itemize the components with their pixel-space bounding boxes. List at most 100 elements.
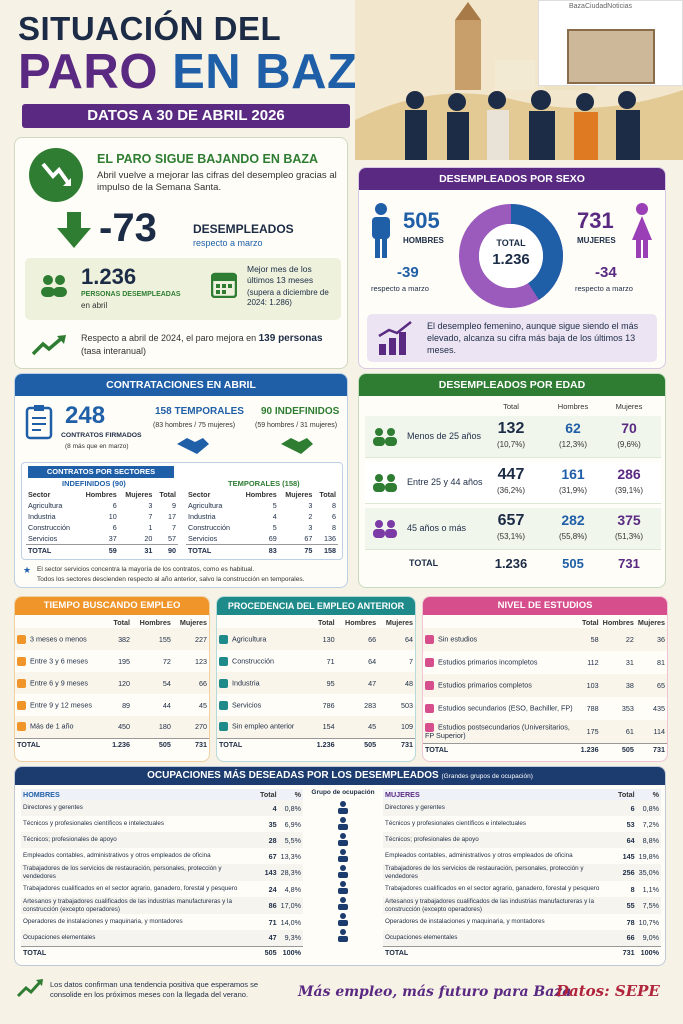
tiempo-total-row-cell: 505 [132, 737, 173, 750]
estudios-row-cell: 36 [657, 635, 665, 644]
estudios-header-row-cell: Mujeres [637, 618, 665, 627]
occupations-title: OCUPACIONES MÁS DESEADAS POR LOS DESEMPL… [147, 770, 439, 781]
tiempo-row-cell: 155 [158, 634, 171, 644]
occ-row-cell: 78 [626, 917, 635, 927]
occ-header-row-cell: % [652, 790, 659, 799]
clock-icon [17, 634, 26, 644]
proced-row-cell: 95 [326, 678, 335, 688]
sector-row-cell: 7 [172, 523, 176, 532]
sex-card: DESEMPLEADOS POR SEXO 505 HOMBRES -39 re… [358, 167, 666, 369]
tiempo-row-cell: Entre 9 y 12 meses [15, 694, 107, 716]
sector-row-cell: 3 [308, 501, 313, 510]
tiempo-row-cell: 72 [162, 656, 171, 666]
proced-row: Servicios 786 283 503 [217, 694, 415, 716]
sector-header-row-cell: Sector [188, 490, 211, 499]
occ-row: Técnicos; profesionales de apoyo 64 8,8% [383, 832, 661, 848]
estudios-total-row: TOTAL 1.236 505 731 [423, 742, 667, 755]
estudios-total-row-cell: 505 [600, 742, 636, 755]
male-label: HOMBRES [403, 236, 444, 245]
occ-row-cell: 28,3% [280, 868, 301, 877]
estudios-row-cell: 103 [586, 681, 599, 690]
estudios-row-cell: 61 [625, 726, 634, 736]
sector-header-row-cell: Total [159, 490, 176, 499]
sector-row-cell: 5 [272, 523, 277, 532]
donut-total: 1.236 [492, 251, 530, 268]
sector-total-row-cell: TOTAL [26, 544, 79, 556]
estudios-row: Estudios primarios completos 103 38 65 [423, 674, 667, 697]
occ-row-cell: Trabajadores cualificados en el sector a… [23, 885, 238, 893]
occ-row-cell: 14,0% [280, 917, 301, 927]
occ-row: Empleados contables, administrativos y o… [383, 848, 661, 864]
delta-sub: respecto a marzo [193, 238, 263, 248]
occ-row-cell: 6,9% [284, 819, 301, 829]
occ-row-cell: 67 [268, 851, 277, 861]
sector-total-row-cell: 31 [118, 544, 155, 556]
occupations-subtitle: (Grandes grupos de ocupación) [441, 773, 533, 780]
estudios-row: Sin estudios 58 22 36 [423, 628, 667, 651]
tiempo-header-row-cell: Total [113, 618, 131, 627]
occ-header-row-cell: HOMBRES [23, 790, 60, 799]
sector-row-cell: 7 [148, 512, 153, 521]
tiempo-row: Más de 1 año 450 180 270 [15, 716, 209, 738]
tiempo-total-row-cell: 1.236 [106, 737, 133, 750]
occ-group-icons [307, 800, 379, 944]
estudios-row-cell: Estudios postsecundarios (Universitarios… [425, 722, 570, 740]
estudios-header-row-cell: Hombres [602, 618, 634, 627]
occ-group-label: Grupo de ocupación [311, 789, 375, 796]
occ-row-cell: 145 [622, 851, 635, 861]
age-value: 447 [497, 466, 525, 483]
sector-row-cell: 2 [308, 512, 313, 521]
estudios-header-row-cell [423, 617, 579, 628]
sector-row-cell: 37 [108, 534, 117, 543]
occ-men-table: HOMBRES Total% Directores y gerentes 4 0,8% T… [21, 789, 303, 958]
contracts-card-title: CONTRATACIONES EN ABRIL [15, 374, 347, 396]
tiempo-row-cell: Entre 6 y 9 meses [15, 672, 107, 694]
estudios-row-cell: Estudios secundarios (ESO, Bachiller, FP… [423, 697, 579, 720]
occ-row: Trabajadores cualificados en el sector a… [383, 881, 661, 897]
occ-row: Ocupaciones elementales 66 9,0% [383, 930, 661, 946]
indef-table: Sector Hombres Mujeres Total Agricultura 6 3 9 I… [26, 489, 178, 556]
trend-down-icon [29, 148, 83, 202]
occ-row-cell: 143 [264, 868, 277, 877]
sector-row-cell: 20 [144, 534, 153, 543]
best-month: Mejor mes de los últimos 13 meses [247, 264, 314, 285]
occ-row-cell: Trabajadores cualificados en el sector a… [385, 885, 600, 893]
age-pct: (53,1%) [496, 532, 525, 541]
proced-header-row-cell [217, 617, 311, 628]
tiempo-row-cell: 89 [122, 700, 131, 710]
sector-row-cell: Agricultura [28, 501, 63, 510]
proced-row: Construcción 71 64 7 [217, 650, 415, 672]
sector-row: Agricultura 6 3 9 [26, 500, 178, 511]
occ-row: Operadores de instalaciones y maquinaria… [21, 914, 303, 930]
proced-row: Industria 95 47 48 [217, 672, 415, 694]
sector-row-cell: 6 [112, 501, 117, 510]
occupation-icon [307, 912, 379, 928]
occ-row: Operadores de instalaciones y maquinaria… [383, 914, 661, 930]
tiempo-row-cell: 195 [118, 656, 131, 666]
proced-row: Sin empleo anterior 154 45 109 [217, 716, 415, 738]
proced-row-cell: 7 [409, 656, 413, 666]
sector-total-row: TOTAL 83 75 158 [186, 544, 338, 556]
trend-up-icon [31, 334, 67, 361]
summary-card: EL PARO SIGUE BAJANDO EN BAZA Abril vuel… [14, 137, 348, 369]
handshake-icon-blue [175, 434, 211, 461]
estudios-total-row-cell: TOTAL [423, 742, 579, 755]
age-pct: (51,3%) [614, 532, 643, 541]
occ-row-cell: Trabajadores de los servicios de restaur… [385, 865, 584, 880]
sector-row-cell: Construcción [188, 523, 230, 532]
occ-row-cell: 9,0% [642, 933, 659, 943]
sector-row-cell: 9 [172, 501, 176, 510]
estudios-row-cell: 81 [657, 658, 665, 667]
occ-row-cell: 53 [626, 819, 635, 829]
sector-total-row-cell: TOTAL [186, 544, 239, 556]
age-pct: (31,9%) [558, 486, 587, 495]
occ-row: Empleados contables, administrativos y o… [21, 848, 303, 864]
tiempo-total-row: TOTAL 1.236 505 731 [15, 737, 209, 750]
age-row-bg [365, 416, 661, 458]
tiempo-header-row: Total Hombres Mujeres [15, 617, 209, 628]
age-value: 62 [565, 420, 581, 436]
age-total-value: 505 [562, 556, 584, 571]
book-icon [425, 681, 434, 690]
sector-row-cell: Agricultura [188, 501, 223, 510]
sector-header-row-cell: Sector [28, 490, 51, 499]
